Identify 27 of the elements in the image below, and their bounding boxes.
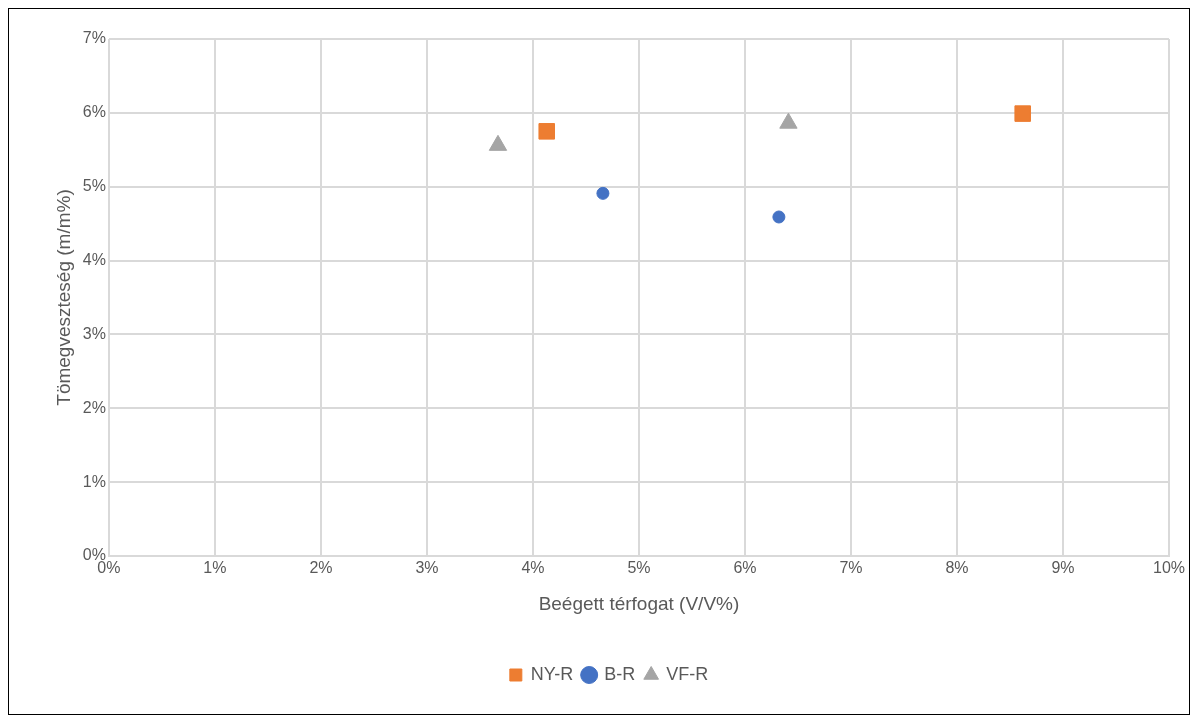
x-tick-label: 5% <box>627 559 651 577</box>
x-tick-label: 2% <box>309 559 333 577</box>
y-tick-label: 1% <box>82 472 106 490</box>
point <box>1014 105 1031 122</box>
y-tick-label: 6% <box>82 103 106 121</box>
y-tick-label: 3% <box>82 324 106 342</box>
x-tick-label: 7% <box>839 559 863 577</box>
y-tick-label: 7% <box>82 29 106 47</box>
x-tick-label: 10% <box>1152 559 1186 577</box>
x-tick-label: 6% <box>733 559 757 577</box>
x-tick-label: 1% <box>203 559 227 577</box>
legend-label: NY-R <box>530 663 574 684</box>
y-tick-label: 5% <box>82 177 106 195</box>
point <box>538 123 556 140</box>
x-axis-title: Beégett térfogat (V/V%) <box>538 592 740 614</box>
x-tick-label: 9% <box>1051 559 1075 577</box>
y-axis-title: Tömegveszteség (m/m%) <box>52 189 74 406</box>
point <box>772 210 786 224</box>
x-tick-label: 3% <box>415 559 439 577</box>
legend-label: VF-R <box>666 663 709 684</box>
x-tick-label: 4% <box>521 559 545 577</box>
y-tick-label: 4% <box>82 250 106 268</box>
legend-label: B-R <box>604 663 636 684</box>
x-tick-label: 8% <box>945 559 969 577</box>
x-tick-label: 0% <box>97 559 121 577</box>
point <box>596 186 610 200</box>
y-tick-label: 2% <box>82 398 106 416</box>
